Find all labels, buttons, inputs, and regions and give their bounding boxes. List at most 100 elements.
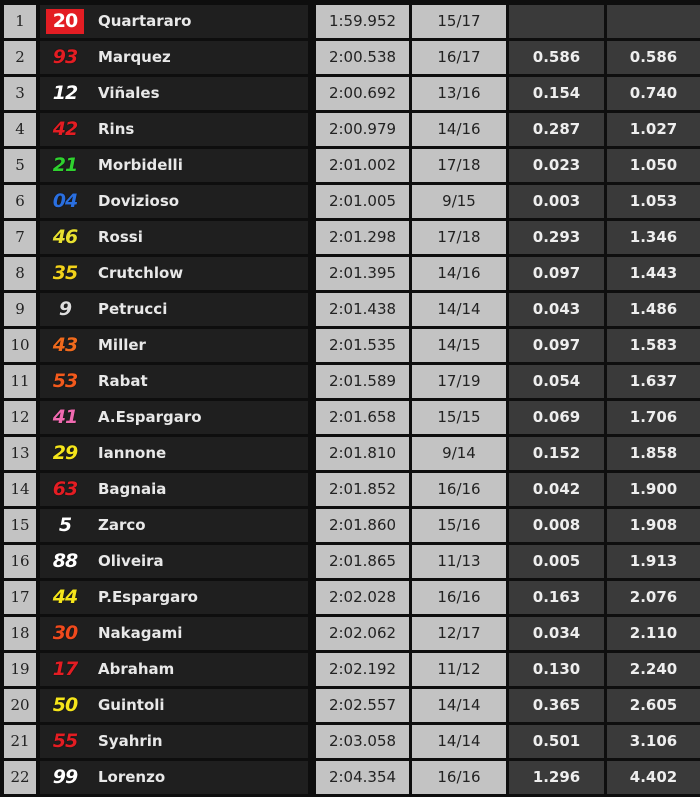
rider-number-logo: 20	[46, 9, 84, 34]
rider-name: Zarco	[98, 516, 146, 534]
position: 17	[4, 581, 36, 614]
position: 18	[4, 617, 36, 650]
lap-time: 2:01.005	[316, 185, 409, 218]
position: 16	[4, 545, 36, 578]
rider-number-logo: 04	[52, 190, 78, 212]
lap-time: 2:04.354	[316, 761, 409, 794]
gap-previous: 0.501	[509, 725, 604, 758]
table-row: 15 5 Zarco 2:01.860 15/16 0.008 1.908	[0, 509, 700, 542]
rider-number-logo: 53	[52, 370, 78, 392]
laps: 11/12	[412, 653, 506, 686]
table-row: 3 12 Viñales 2:00.692 13/16 0.154 0.740	[0, 77, 700, 110]
rider-name: Crutchlow	[98, 264, 184, 282]
lap-time: 2:02.192	[316, 653, 409, 686]
rider-name: P.Espargaro	[98, 588, 198, 606]
lap-time: 2:00.692	[316, 77, 409, 110]
table-row: 21 55 Syahrin 2:03.058 14/14 0.501 3.106	[0, 725, 700, 758]
lap-time: 2:01.589	[316, 365, 409, 398]
rider-cell: 63 Bagnaia	[40, 473, 353, 506]
rider-cell: 46 Rossi	[40, 221, 353, 254]
gap-previous: 0.043	[509, 293, 604, 326]
gap-leader: 1.908	[607, 509, 700, 542]
table-row: 8 35 Crutchlow 2:01.395 14/16 0.097 1.443	[0, 257, 700, 290]
gap-leader: 2.605	[607, 689, 700, 722]
table-row: 19 17 Abraham 2:02.192 11/12 0.130 2.240	[0, 653, 700, 686]
lap-time: 2:02.028	[316, 581, 409, 614]
table-row: 6 04 Dovizioso 2:01.005 9/15 0.003 1.053	[0, 185, 700, 218]
table-row: 14 63 Bagnaia 2:01.852 16/16 0.042 1.900	[0, 473, 700, 506]
rider-name: Abraham	[98, 660, 175, 678]
rider-cell: 55 Syahrin	[40, 725, 353, 758]
laps: 15/17	[412, 5, 506, 38]
rider-name: Guintoli	[98, 696, 165, 714]
gap-leader	[607, 5, 700, 38]
rider-number-logo: 12	[52, 82, 78, 104]
gap-leader: 3.106	[607, 725, 700, 758]
table-row: 5 21 Morbidelli 2:01.002 17/18 0.023 1.05…	[0, 149, 700, 182]
rider-cell: 99 Lorenzo	[40, 761, 353, 794]
rider-number-logo: 55	[52, 730, 78, 752]
table-row: 1 20 Quartararo 1:59.952 15/17	[0, 5, 700, 38]
table-row: 12 41 A.Espargaro 2:01.658 15/15 0.069 1.…	[0, 401, 700, 434]
position: 1	[4, 5, 36, 38]
gap-previous: 0.365	[509, 689, 604, 722]
gap-leader: 1.858	[607, 437, 700, 470]
rider-cell: 29 Iannone	[40, 437, 353, 470]
gap-previous: 0.097	[509, 329, 604, 362]
rider-cell: 41 A.Espargaro	[40, 401, 353, 434]
laps: 15/15	[412, 401, 506, 434]
gap-leader: 1.486	[607, 293, 700, 326]
table-row: 20 50 Guintoli 2:02.557 14/14 0.365 2.605	[0, 689, 700, 722]
gap-leader: 2.110	[607, 617, 700, 650]
gap-previous: 0.097	[509, 257, 604, 290]
laps: 17/18	[412, 149, 506, 182]
rider-number-logo: 46	[52, 226, 78, 248]
position: 3	[4, 77, 36, 110]
laps: 16/16	[412, 761, 506, 794]
gap-leader: 1.346	[607, 221, 700, 254]
lap-time: 2:01.395	[316, 257, 409, 290]
rider-number-logo: 88	[52, 550, 78, 572]
rider-cell: 93 Marquez	[40, 41, 353, 74]
rider-name: Rossi	[98, 228, 143, 246]
gap-previous: 0.003	[509, 185, 604, 218]
gap-previous: 0.152	[509, 437, 604, 470]
rider-name: Morbidelli	[98, 156, 183, 174]
laps: 17/19	[412, 365, 506, 398]
laps: 14/14	[412, 293, 506, 326]
rider-number-logo: 42	[52, 118, 78, 140]
rider-name: Iannone	[98, 444, 167, 462]
laps: 9/15	[412, 185, 506, 218]
laps: 12/17	[412, 617, 506, 650]
rider-name: Marquez	[98, 48, 171, 66]
laps: 15/16	[412, 509, 506, 542]
position: 11	[4, 365, 36, 398]
table-row: 16 88 Oliveira 2:01.865 11/13 0.005 1.913	[0, 545, 700, 578]
rider-cell: 21 Morbidelli	[40, 149, 353, 182]
table-row: 9 9 Petrucci 2:01.438 14/14 0.043 1.486	[0, 293, 700, 326]
gap-leader: 2.240	[607, 653, 700, 686]
gap-leader: 1.706	[607, 401, 700, 434]
rider-name: Petrucci	[98, 300, 168, 318]
rider-cell: 20 Quartararo	[40, 5, 353, 38]
rider-number-logo: 29	[52, 442, 78, 464]
lap-time: 1:59.952	[316, 5, 409, 38]
gap-previous: 0.069	[509, 401, 604, 434]
rider-cell: 53 Rabat	[40, 365, 353, 398]
laps: 14/16	[412, 113, 506, 146]
position: 5	[4, 149, 36, 182]
table-row: 11 53 Rabat 2:01.589 17/19 0.054 1.637	[0, 365, 700, 398]
rider-number-logo: 63	[52, 478, 78, 500]
gap-previous	[509, 5, 604, 38]
lap-time: 2:01.658	[316, 401, 409, 434]
position: 15	[4, 509, 36, 542]
laps: 14/16	[412, 257, 506, 290]
rider-number-logo: 43	[52, 334, 78, 356]
gap-leader: 1.900	[607, 473, 700, 506]
gap-previous: 0.034	[509, 617, 604, 650]
rider-name: Syahrin	[98, 732, 163, 750]
gap-previous: 0.005	[509, 545, 604, 578]
lap-time: 2:01.852	[316, 473, 409, 506]
rider-cell: 17 Abraham	[40, 653, 353, 686]
